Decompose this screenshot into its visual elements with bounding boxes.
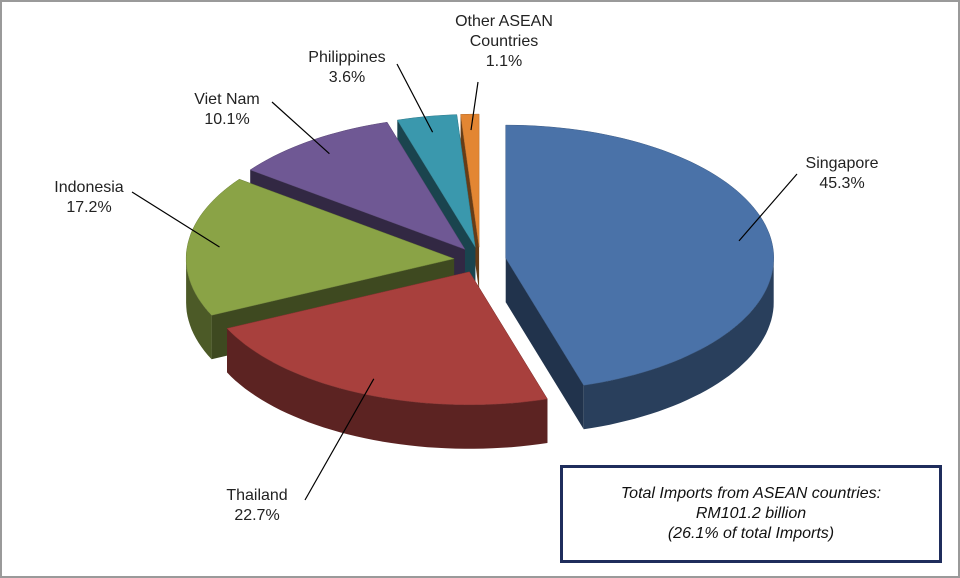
data-label: Philippines 3.6% xyxy=(292,48,402,88)
value-label: 3.6% xyxy=(328,69,366,86)
slice xyxy=(249,121,466,250)
annotation-line: Total Imports from ASEAN countries: xyxy=(620,485,882,502)
slice-side xyxy=(583,258,774,430)
annotation-box: Total Imports from ASEAN countries: RM101… xyxy=(560,465,942,563)
category-label: Viet Nam xyxy=(194,91,260,108)
slice xyxy=(185,178,455,316)
slice xyxy=(460,113,480,248)
value-label: 1.1% xyxy=(485,53,523,70)
data-label: Viet Nam 10.1% xyxy=(172,90,282,130)
leader-line xyxy=(304,378,375,501)
data-label: Indonesia 17.2% xyxy=(34,178,144,218)
slice xyxy=(505,124,774,386)
annotation-line: (26.1% of total Imports) xyxy=(667,525,835,542)
value-label: 17.2% xyxy=(66,199,112,216)
category-label: Philippines xyxy=(308,49,386,66)
leader-line xyxy=(131,191,220,248)
category-label: Other ASEAN Countries xyxy=(455,13,553,50)
value-label: 45.3% xyxy=(819,175,865,192)
slice-side xyxy=(227,328,548,449)
category-label: Thailand xyxy=(226,487,288,504)
slice xyxy=(396,114,476,248)
category-label: Singapore xyxy=(805,155,879,172)
slice-side xyxy=(186,258,212,360)
annotation-line: RM101.2 billion xyxy=(695,505,807,522)
data-label: Thailand 22.7% xyxy=(202,486,312,526)
leader-line xyxy=(738,173,798,242)
leader-line xyxy=(470,81,479,131)
value-label: 10.1% xyxy=(204,111,250,128)
data-label: Other ASEAN Countries 1.1% xyxy=(434,12,574,72)
value-label: 22.7% xyxy=(234,507,280,524)
category-label: Indonesia xyxy=(54,179,124,196)
slice-side xyxy=(505,258,584,430)
leader-line xyxy=(396,63,434,133)
leader-line xyxy=(271,101,330,155)
data-label: Singapore 45.3% xyxy=(792,154,892,194)
slice xyxy=(226,271,548,406)
